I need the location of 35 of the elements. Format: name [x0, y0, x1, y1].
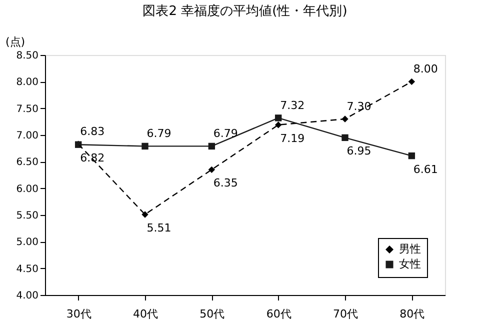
legend-label: 男性 — [399, 242, 421, 256]
data-label: 6.82 — [80, 152, 105, 165]
legend-label: 女性 — [399, 258, 421, 270]
y-tick-label: 8.00 — [16, 77, 38, 88]
point — [274, 122, 282, 128]
y-tick-label: 6.50 — [16, 157, 38, 168]
y-tick-label: 8.50 — [16, 50, 38, 62]
y-tick-label: 7.00 — [16, 130, 38, 142]
x-tick-label: 50代 — [200, 308, 225, 320]
data-label: 5.51 — [146, 221, 172, 234]
x-tick-label: 40代 — [133, 308, 158, 320]
y-tick-label: 5.50 — [16, 210, 38, 222]
y-tick-label: 4.50 — [16, 264, 38, 275]
y-tick-label: 6.00 — [16, 184, 38, 195]
data-label: 8.00 — [413, 62, 438, 76]
data-label: 6.61 — [413, 162, 438, 176]
x-tick-label: 60代 — [266, 308, 292, 320]
point — [208, 166, 216, 174]
y-axis-title: (点) — [6, 36, 26, 48]
x-tick-label: 80代 — [400, 308, 425, 320]
data-label: 7.19 — [280, 132, 305, 145]
data-label: 6.35 — [213, 176, 238, 190]
data-label: 6.79 — [146, 127, 172, 140]
data-label: 6.79 — [213, 127, 238, 140]
y-tick-label: 5.00 — [16, 237, 38, 248]
data-label: 7.30 — [346, 100, 372, 113]
y-tick-label: 7.50 — [16, 104, 38, 115]
x-tick-label: 70代 — [333, 308, 358, 320]
data-label: 6.95 — [346, 144, 372, 158]
point — [408, 78, 416, 86]
x-tick-label: 30代 — [66, 308, 92, 320]
chart-title: 図表2 幸福度の平均値(性・年代別) — [142, 3, 348, 19]
y-tick-label: 4.00 — [16, 290, 38, 302]
data-label: 7.32 — [280, 98, 305, 112]
data-label: 6.83 — [80, 125, 105, 138]
